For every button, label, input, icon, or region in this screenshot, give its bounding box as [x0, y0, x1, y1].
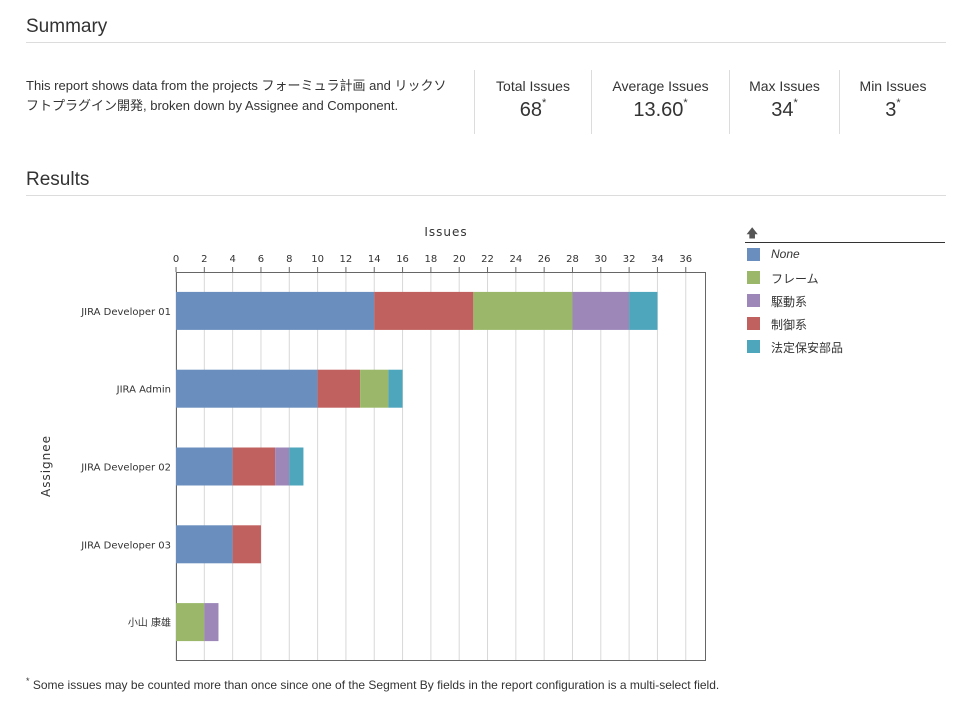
- x-tick-label: 26: [538, 254, 551, 265]
- chart-legend: 🡅 None フレーム駆動系制御系法定保安部品: [745, 222, 945, 358]
- legend-label: None: [771, 247, 800, 261]
- legend-item[interactable]: 法定保安部品: [745, 335, 945, 358]
- legend-swatch: [747, 271, 760, 284]
- bar-segment: [176, 525, 233, 564]
- stat-value: 34*: [771, 97, 798, 121]
- x-tick-label: 22: [481, 254, 494, 265]
- bar-segment: [232, 525, 261, 564]
- report-description: This report shows data from the projects…: [26, 78, 447, 113]
- bar-segment: [275, 447, 290, 486]
- stat-value: 13.60*: [633, 97, 688, 121]
- footnote: * Some issues may be counted more than o…: [26, 676, 720, 692]
- bar-segment: [176, 369, 318, 408]
- stat-separator: [591, 70, 592, 134]
- legend-swatch: [747, 340, 760, 353]
- legend-header: 🡅: [745, 222, 945, 243]
- stat-average-issues: Average Issues 13.60*: [592, 70, 729, 134]
- bar-segment: [572, 291, 630, 330]
- legend-item[interactable]: 駆動系: [745, 289, 945, 312]
- stat-separator: [839, 70, 840, 134]
- bar-segment: [317, 369, 361, 408]
- sort-arrow-icon[interactable]: 🡅: [746, 226, 759, 240]
- x-tick-label: 6: [258, 254, 264, 265]
- bar-segment: [232, 447, 276, 486]
- x-tick-label: 8: [286, 254, 292, 265]
- y-category-label: JIRA Admin: [116, 385, 171, 396]
- stat-max-issues: Max Issues 34*: [730, 70, 839, 134]
- x-tick-label: 0: [173, 254, 179, 265]
- x-tick-label: 20: [453, 254, 466, 265]
- x-tick-label: 32: [623, 254, 636, 265]
- bar-segment: [374, 291, 474, 330]
- legend-label: 制御系: [771, 318, 808, 332]
- bar-segment: [176, 447, 233, 486]
- stat-label: Average Issues: [612, 78, 709, 94]
- bar-segment: [388, 369, 403, 408]
- legend-item[interactable]: 制御系: [745, 312, 945, 335]
- bar-segment: [629, 291, 658, 330]
- bar-segment: [204, 603, 219, 642]
- results-title: Results: [26, 169, 90, 190]
- bar-segment: [360, 369, 389, 408]
- legend-swatch: [747, 317, 760, 330]
- legend-label: 法定保安部品: [771, 341, 844, 355]
- x-tick-label: 14: [368, 254, 381, 265]
- legend-item[interactable]: None: [745, 243, 945, 266]
- stat-total-issues: Total Issues 68*: [475, 70, 591, 134]
- x-tick-label: 10: [311, 254, 324, 265]
- bar-segment: [289, 447, 304, 486]
- summary-divider: [26, 42, 946, 43]
- y-category-label: JIRA Developer 03: [80, 540, 171, 551]
- results-divider: [26, 195, 946, 196]
- stat-label: Total Issues: [496, 78, 570, 94]
- x-axis-title: Issues: [424, 225, 467, 239]
- bar-segment: [176, 603, 205, 642]
- x-tick-label: 18: [425, 254, 438, 265]
- legend-swatch: [747, 294, 760, 307]
- legend-label: フレーム: [771, 272, 819, 286]
- legend-label: 駆動系: [771, 295, 808, 309]
- x-tick-label: 4: [229, 254, 235, 265]
- y-category-label: 小山 康雄: [128, 616, 171, 629]
- stat-label: Min Issues: [859, 78, 927, 94]
- bar-segment: [176, 291, 375, 330]
- x-tick-label: 12: [340, 254, 353, 265]
- y-category-label: JIRA Developer 02: [80, 463, 171, 474]
- y-category-label: JIRA Developer 01: [80, 307, 171, 318]
- stat-separator: [474, 70, 475, 134]
- legend-item[interactable]: フレーム: [745, 266, 945, 289]
- stat-value: 3*: [885, 97, 901, 121]
- x-tick-label: 36: [679, 254, 692, 265]
- x-tick-label: 24: [509, 254, 522, 265]
- y-axis-title: Assignee: [39, 435, 53, 497]
- stat-separator: [729, 70, 730, 134]
- legend-swatch: [747, 248, 760, 261]
- x-tick-label: 2: [201, 254, 207, 265]
- x-tick-label: 34: [651, 254, 664, 265]
- summary-title: Summary: [26, 16, 108, 37]
- x-tick-label: 28: [566, 254, 579, 265]
- stat-label: Max Issues: [749, 78, 820, 94]
- x-tick-label: 30: [594, 254, 607, 265]
- stat-value: 68*: [519, 97, 547, 121]
- bar-segment: [473, 291, 573, 330]
- x-tick-label: 16: [396, 254, 409, 265]
- stat-min-issues: Min Issues 3*: [840, 70, 946, 134]
